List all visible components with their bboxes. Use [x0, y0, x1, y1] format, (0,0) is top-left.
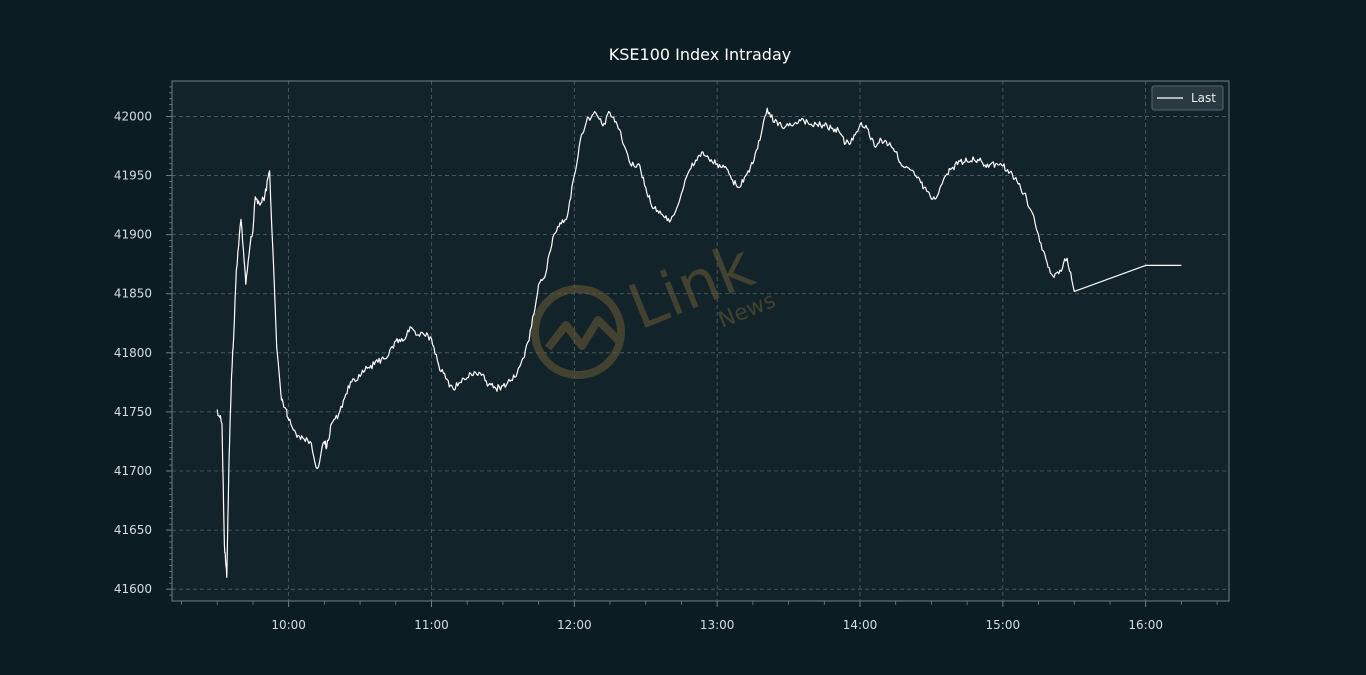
y-tick-label: 41750	[114, 405, 152, 419]
y-tick-label: 41850	[114, 287, 152, 301]
y-tick-label: 41700	[114, 464, 152, 478]
y-tick-label: 42000	[114, 109, 152, 123]
legend: Last	[1151, 85, 1224, 111]
series-layer	[216, 107, 1182, 579]
legend-label: Last	[1191, 91, 1216, 105]
x-tick-label: 11:00	[414, 618, 449, 632]
y-tick-label: 41600	[114, 582, 152, 596]
x-tick-label: 16:00	[1128, 618, 1163, 632]
chart-title: KSE100 Index Intraday	[609, 45, 791, 64]
x-tick-label: 12:00	[557, 618, 592, 632]
y-tick-label: 41950	[114, 169, 152, 183]
y-tick-label: 41800	[114, 346, 152, 360]
x-tick-label: 15:00	[986, 618, 1021, 632]
link-news-logo-icon	[531, 285, 625, 379]
legend-box	[1151, 85, 1224, 111]
y-tick-label: 41900	[114, 228, 152, 242]
series-line-last	[216, 107, 1182, 579]
x-tick-label: 14:00	[843, 618, 878, 632]
x-tick-label: 13:00	[700, 618, 735, 632]
y-tick-label: 41650	[114, 523, 152, 537]
axes: 41600 41650 41700 41750 41800 41850 41900 41950…	[114, 86, 1218, 632]
plot-area	[172, 81, 1229, 601]
x-tick-label: 10:00	[271, 618, 306, 632]
